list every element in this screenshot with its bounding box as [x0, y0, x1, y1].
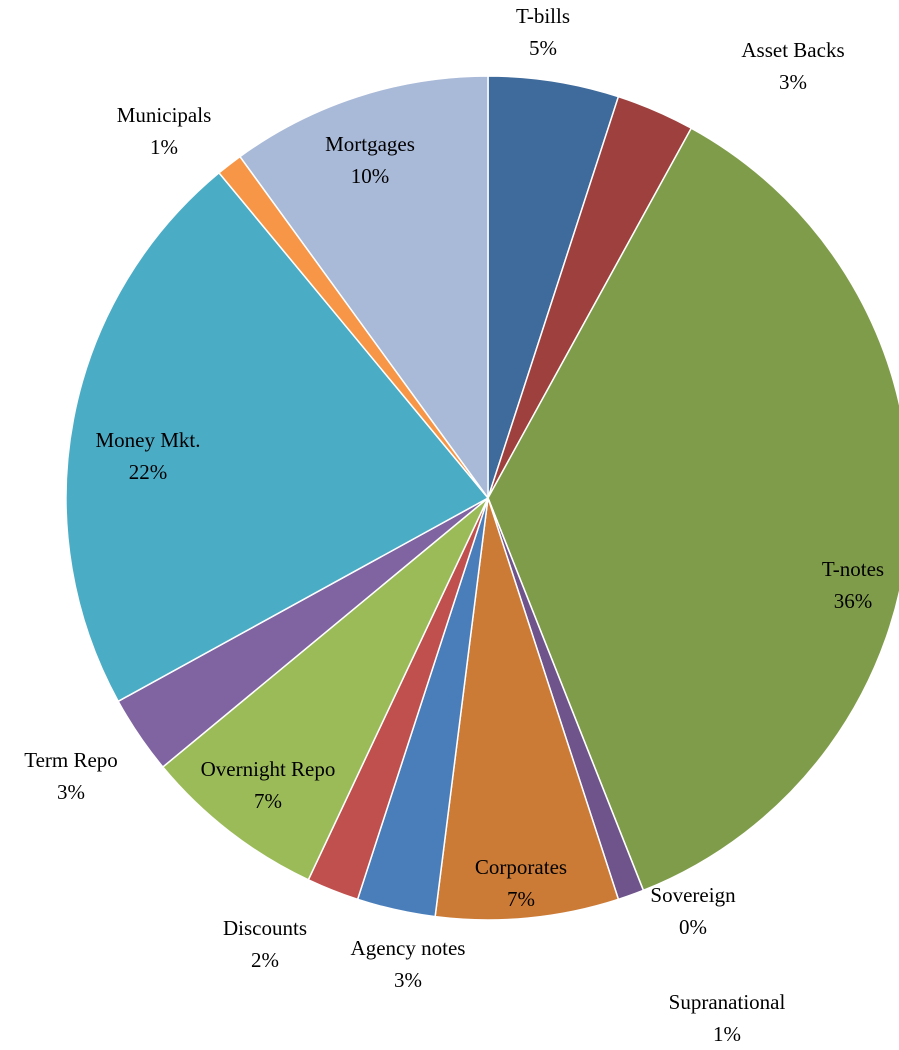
- slice-label: Agency notes: [351, 936, 466, 960]
- slice-label: Money Mkt.: [96, 428, 201, 452]
- pie-slice: [238, 75, 489, 501]
- slice-value-label: 3%: [779, 70, 807, 94]
- slice-label: Discounts: [223, 916, 307, 940]
- slice-label: Term Repo: [24, 748, 118, 772]
- slice-label: Municipals: [117, 103, 212, 127]
- pie-slice: [65, 171, 490, 703]
- pie-slice: [434, 497, 620, 921]
- slice-value-label: 10%: [351, 164, 390, 188]
- slice-value-label: 0%: [679, 915, 707, 939]
- slice-value-label: 1%: [150, 135, 178, 159]
- slice-label: T-bills: [516, 4, 570, 28]
- slice-value-label: 5%: [529, 36, 557, 60]
- pie-slice: [161, 497, 489, 881]
- slice-value-label: 3%: [57, 780, 85, 804]
- slice-value-label: 36%: [834, 589, 873, 613]
- slice-label: Corporates: [475, 855, 567, 879]
- slice-value-label: 1%: [713, 1022, 741, 1046]
- slice-label: Sovereign: [650, 883, 736, 907]
- slice-label: Overnight Repo: [201, 757, 336, 781]
- slice-value-label: 3%: [394, 968, 422, 992]
- slice-label: Asset Backs: [741, 38, 844, 62]
- slice-label: Supranational: [669, 990, 786, 1014]
- slice-value-label: 7%: [254, 789, 282, 813]
- slice-value-label: 7%: [507, 887, 535, 911]
- pie-slice: [487, 127, 899, 892]
- slice-value-label: 2%: [251, 948, 279, 972]
- slice-value-label: 22%: [129, 460, 168, 484]
- slice-label: T-notes: [822, 557, 884, 581]
- slice-label: Mortgages: [325, 132, 415, 156]
